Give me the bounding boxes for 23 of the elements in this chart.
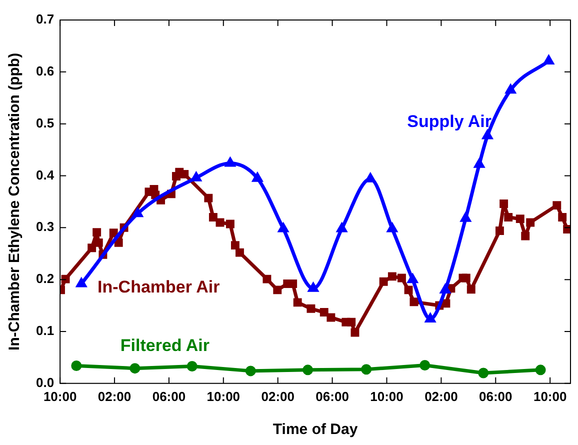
x-tick-label: 06:00	[152, 388, 186, 404]
y-tick-label: 0.1	[36, 323, 54, 338]
x-tick-label: 02:00	[98, 388, 132, 404]
x-tick-label: 10:00	[533, 388, 567, 404]
series-label: In-Chamber Air	[98, 277, 220, 296]
x-axis-title: Time of Day	[272, 421, 358, 438]
y-tick-label: 0.5	[36, 115, 54, 130]
series-label: Filtered Air	[120, 336, 210, 356]
x-tick-label: 06:00	[479, 388, 512, 404]
x-tick-label: 02:00	[424, 388, 458, 404]
x-tick-label: 10:00	[370, 388, 404, 404]
x-tick-label: 02:00	[261, 388, 294, 404]
y-tick-label: 0.4	[36, 167, 55, 182]
y-tick-label: 0.6	[36, 63, 54, 78]
y-tick-label: 0.0	[36, 374, 54, 390]
x-tick-label: 10:00	[206, 388, 240, 404]
x-tick-label: 06:00	[316, 388, 349, 404]
series-label: Supply Air	[407, 112, 492, 132]
y-tick-label: 0.7	[36, 12, 54, 27]
y-axis-title: In-Chamber Ethylene Concentration (ppb)	[6, 52, 24, 350]
y-tick-label: 0.3	[36, 219, 54, 234]
x-tick-label: 10:00	[43, 388, 77, 404]
y-tick-label: 0.2	[36, 271, 54, 286]
